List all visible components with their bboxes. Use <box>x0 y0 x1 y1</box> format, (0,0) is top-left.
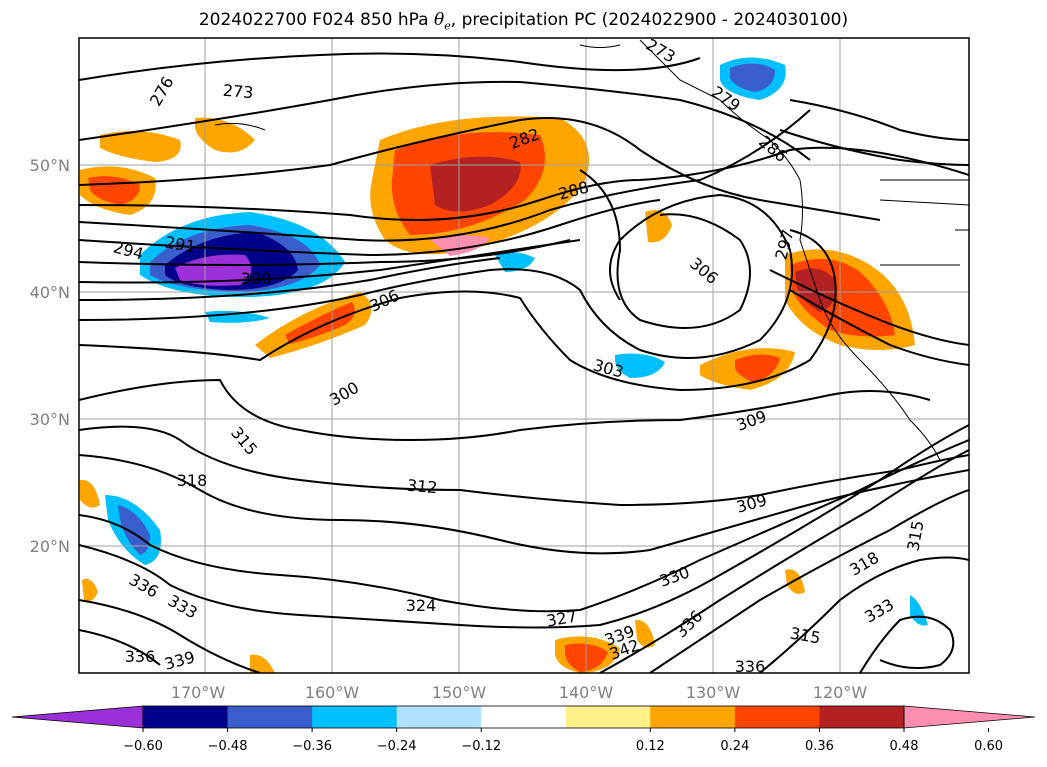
colorbar-tick-label-0: −0.60 <box>123 739 163 754</box>
lon-label-120w: 120°W <box>813 683 868 702</box>
blob-orange-small-5 <box>80 479 100 508</box>
blob-red-center <box>285 302 355 344</box>
blob-blue-small-1 <box>495 252 535 272</box>
colorbar-extend-low <box>11 705 144 729</box>
map-content <box>79 38 969 673</box>
colorbar-swatch-1 <box>227 706 313 728</box>
colorbar-ticks: −0.60 −0.48 −0.36 −0.24 −0.12 0.12 0.24 0.36 0.4… <box>123 728 1003 754</box>
lon-label-150w: 150°W <box>432 683 487 702</box>
contour-label-17: 312 <box>406 476 438 498</box>
lon-axis-labels: 170°W 160°W 150°W 140°W 130°W 120°W <box>171 683 868 702</box>
blob-red-east <box>735 354 780 382</box>
contour-label-20: 324 <box>406 596 437 615</box>
colorbar-tick-label-7: 0.36 <box>805 739 834 754</box>
blob-darkred-coast <box>795 268 836 312</box>
title-suffix: , precipitation PC (2024022900 - 2024030… <box>450 10 849 30</box>
lat-label-50n: 50°N <box>30 156 70 175</box>
blob-darkred-north <box>430 156 521 212</box>
lon-label-130w: 130°W <box>686 683 741 702</box>
blob-orange-small-4 <box>785 569 805 594</box>
colorbar-tick-label-5: 0.12 <box>636 739 665 754</box>
colorbar-tick-label-3: −0.24 <box>377 739 417 754</box>
contour-label-9: 300 <box>241 269 272 288</box>
blob-orange-small-1 <box>645 210 672 243</box>
map-border <box>78 37 970 674</box>
blob-blue-small-2 <box>205 310 270 323</box>
contour-label-text: 324 <box>406 596 437 615</box>
contour-label-32: 336 <box>735 657 766 676</box>
title-prefix: 2024022700 F024 850 hPa <box>198 10 434 30</box>
blob-orange-small-6 <box>195 117 255 153</box>
theta-e-contours <box>79 52 969 673</box>
colorbar-tick-label-6: 0.24 <box>720 739 749 754</box>
colorbar-swatch-2 <box>312 706 398 728</box>
colorbar-tick-label-1: −0.48 <box>208 739 248 754</box>
blob-mid-blue-alaska <box>730 63 775 92</box>
colorbar-swatch-3 <box>396 706 482 728</box>
blob-mid-blue-sw <box>118 505 150 555</box>
contour-label-text: 336 <box>735 657 766 676</box>
colorbar-tick-label-4: −0.12 <box>461 739 501 754</box>
lat-axis-labels: 50°N 40°N 30°N 20°N <box>30 156 70 556</box>
contour-label-text: 273 <box>222 81 254 103</box>
colorbar-swatch-7 <box>734 706 820 728</box>
lon-label-140w: 140°W <box>559 683 614 702</box>
lat-label-20n: 20°N <box>30 537 70 556</box>
blob-purple-west <box>175 254 252 286</box>
title-theta: θ <box>434 10 445 30</box>
title-theta-subscript: e <box>444 19 451 33</box>
colorbar-frame <box>142 705 905 729</box>
contour-label-text: 300 <box>241 269 272 288</box>
contour-label-30: 336 <box>125 647 156 666</box>
contour-label-text: 336 <box>125 647 156 666</box>
colorbar-swatch-0 <box>143 706 229 728</box>
contour-label-2: 273 <box>222 81 254 103</box>
colorbar-tick-label-2: −0.36 <box>292 739 332 754</box>
blob-orange-topleft <box>100 131 181 162</box>
colorbar-tick-label-9: 0.60 <box>974 739 1003 754</box>
blob-orange-small-2 <box>82 578 98 602</box>
blob-orange-small-3 <box>635 619 655 648</box>
colorbar-tick-label-8: 0.48 <box>890 739 919 754</box>
lon-label-170w: 170°W <box>171 683 226 702</box>
colorbar-extend-high <box>903 705 1036 729</box>
lat-label-30n: 30°N <box>30 410 70 429</box>
blob-orange-small-7 <box>250 654 275 673</box>
blob-blue-center <box>615 353 665 378</box>
colorbar-swatch-4 <box>481 706 567 728</box>
contour-label-16: 318 <box>177 471 208 490</box>
coastline <box>214 39 969 461</box>
colorbar-swatch-8 <box>819 706 905 728</box>
lon-label-160w: 160°W <box>305 683 360 702</box>
colorbar-swatch-6 <box>650 706 736 728</box>
contour-label-text: 312 <box>406 476 438 498</box>
blob-blue-small-3 <box>910 595 928 626</box>
colorbar <box>11 705 1036 729</box>
figure-title: 2024022700 F024 850 hPa θe, precipitatio… <box>0 10 1047 32</box>
lat-label-40n: 40°N <box>30 283 70 302</box>
colorbar-swatch-5 <box>565 706 651 728</box>
contour-label-text: 318 <box>177 471 208 490</box>
